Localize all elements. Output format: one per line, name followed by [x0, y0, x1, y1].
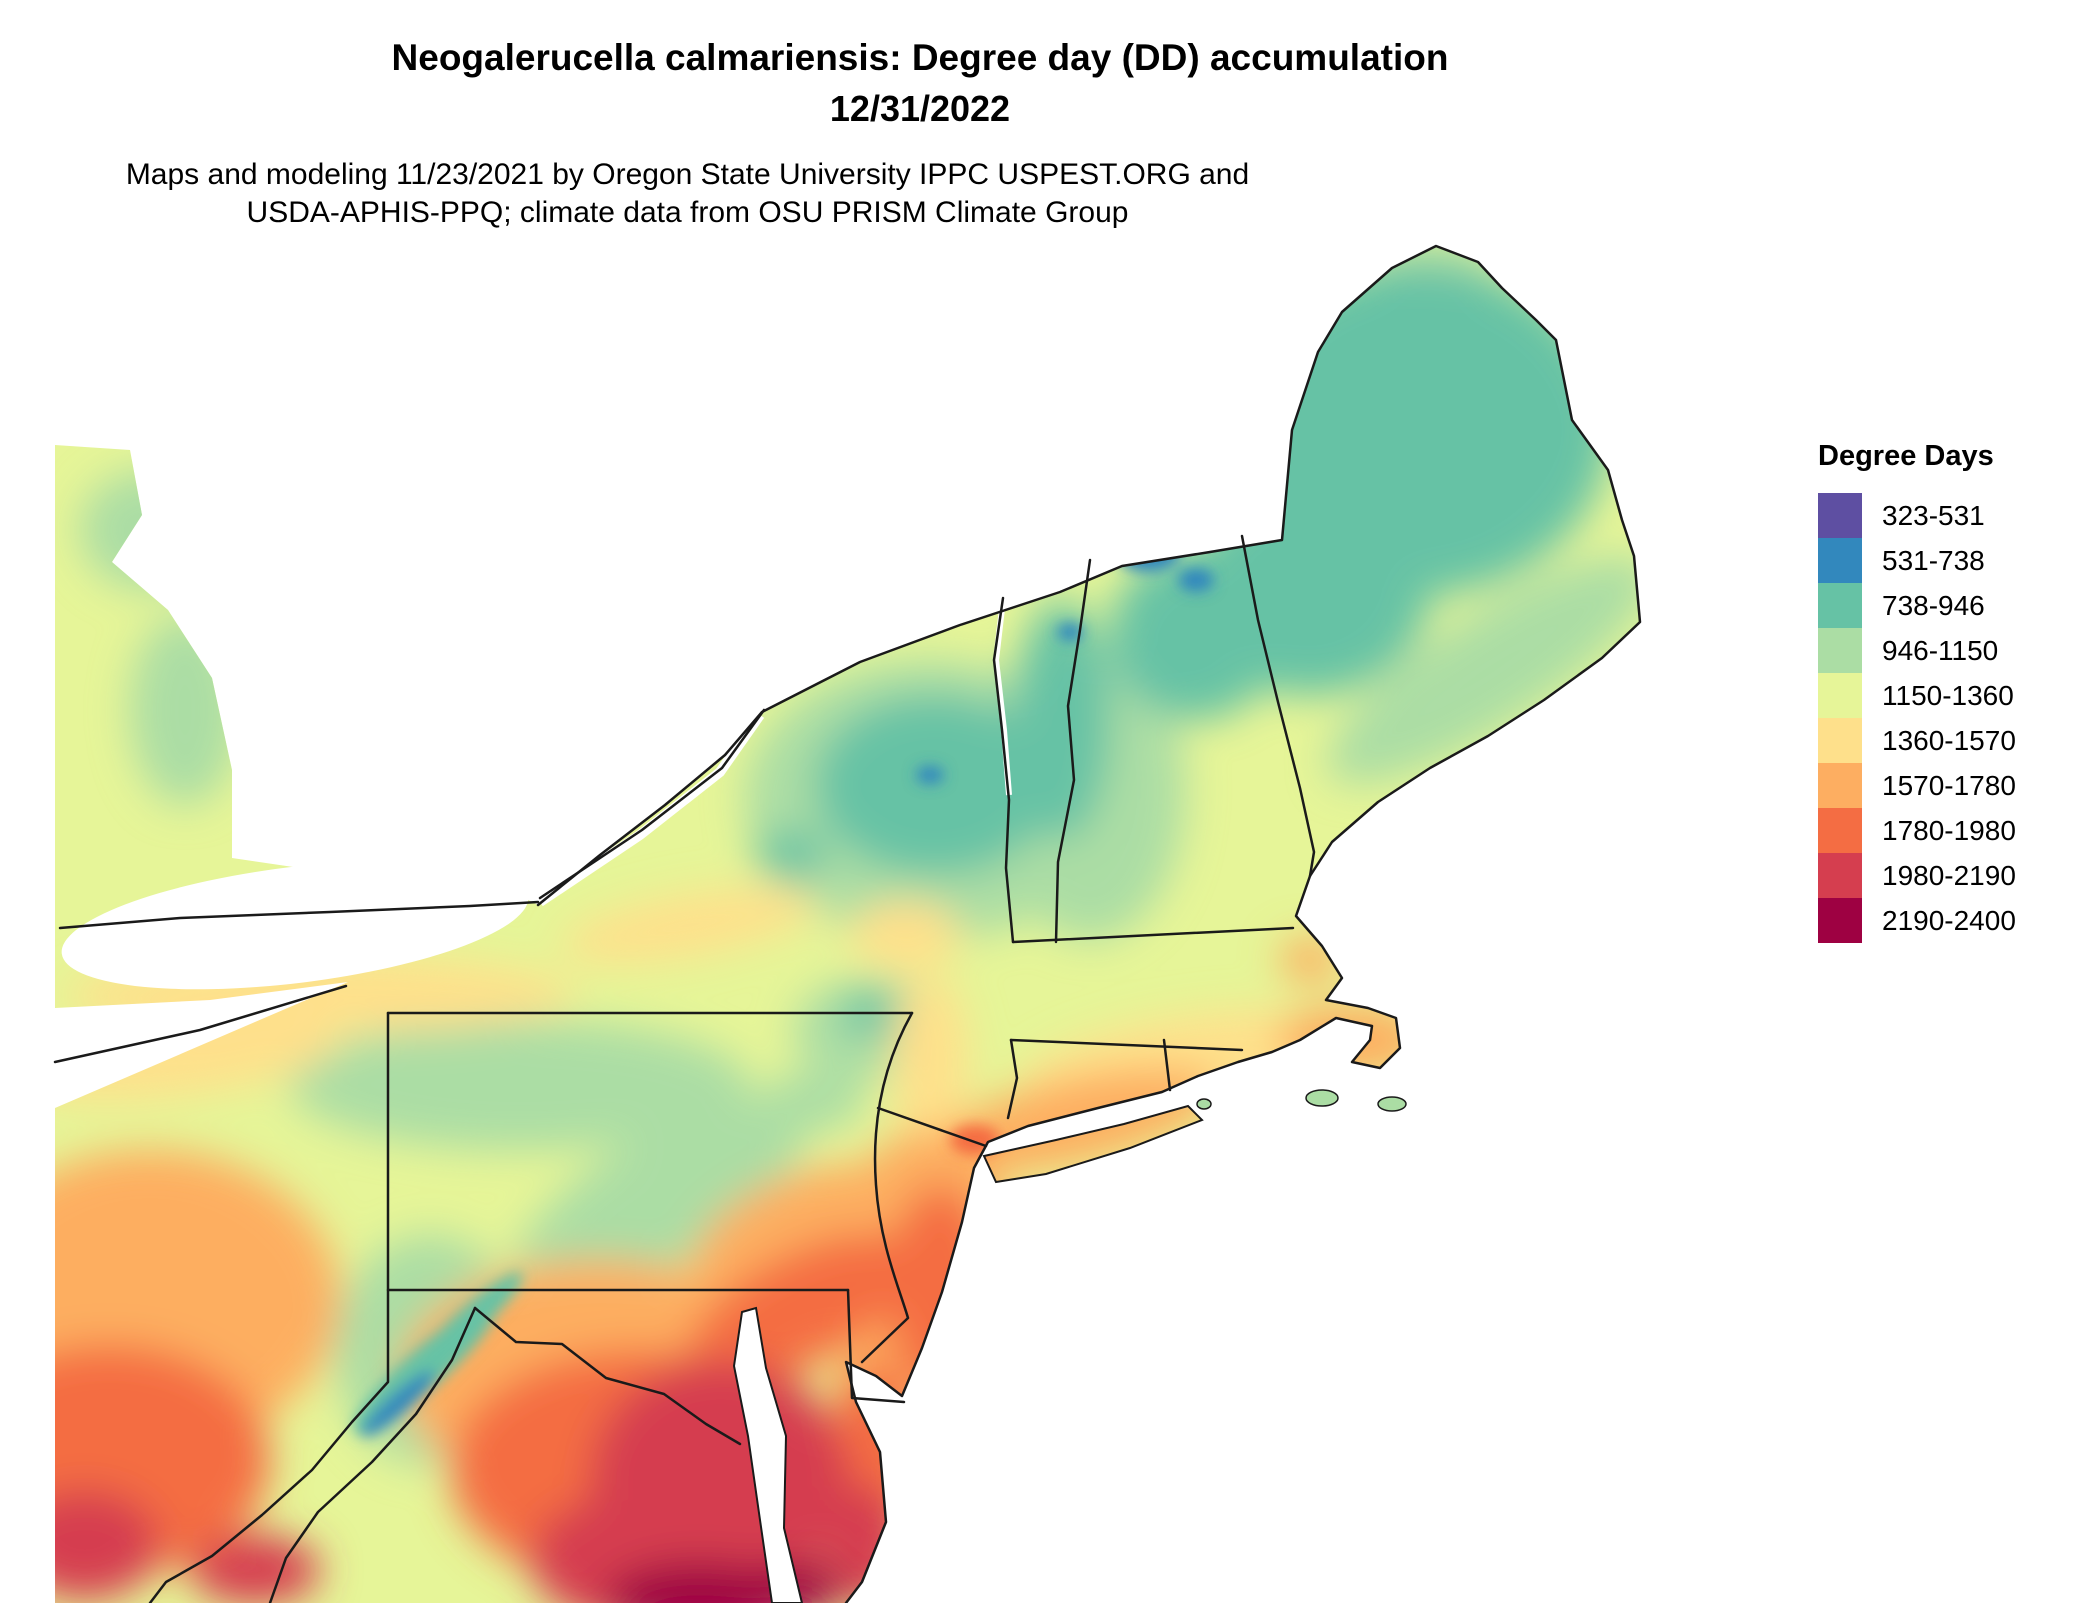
lake-erie	[55, 982, 348, 1108]
border-pa-oh-ohio-river	[148, 1011, 390, 1603]
border-ny-vt	[992, 596, 1015, 944]
legend-swatch	[1818, 853, 1862, 898]
legend-swatch	[1818, 808, 1862, 853]
legend-row: 1150-1360	[1818, 673, 2088, 718]
legend-label: 2190-2400	[1882, 904, 2016, 936]
chesapeake-bay	[732, 1306, 804, 1603]
border-canada-lake-erie	[53, 984, 348, 1064]
legend-row: 531-738	[1818, 538, 2088, 583]
border-wv-va	[268, 1306, 477, 1603]
border-ma-north	[1011, 926, 1295, 944]
legend-swatch	[1818, 763, 1862, 808]
page-subtitle: 12/31/2022	[829, 88, 1011, 130]
legend-swatch	[1818, 493, 1862, 538]
islands	[1196, 1089, 1407, 1112]
border-canada-lake-ontario	[58, 900, 540, 930]
legend-row: 1780-1980	[1818, 808, 2088, 853]
legend-label: 1780-1980	[1882, 814, 2016, 846]
nantucket	[1377, 1096, 1407, 1112]
legend-label: 1980-2190	[1882, 859, 2016, 891]
border-ct-ny	[1006, 1038, 1019, 1120]
title-block: Neogalerucella calmariensis: Degree day …	[0, 36, 1840, 130]
legend-swatch	[1818, 538, 1862, 583]
legend-label: 531-738	[1882, 544, 1985, 576]
legend-row: 1980-2190	[1818, 853, 2088, 898]
page-title: Neogalerucella calmariensis: Degree day …	[391, 37, 1449, 78]
legend-row: 1360-1570	[1818, 718, 2088, 763]
long-island-outline	[982, 1104, 1204, 1184]
legend-swatch	[1818, 673, 1862, 718]
legend-label: 738-946	[1882, 589, 1985, 621]
legend-label: 1360-1570	[1882, 724, 2016, 756]
legend-label: 946-1150	[1882, 634, 1999, 666]
border-delaware-river	[860, 1011, 914, 1364]
caption: Maps and modeling 11/23/2021 by Oregon S…	[0, 156, 1375, 232]
legend-row: 323-531	[1818, 493, 2088, 538]
border-nh-me	[1240, 534, 1316, 878]
legend-label: 1150-1360	[1882, 679, 2014, 711]
legend-label: 323-531	[1882, 499, 1985, 531]
legend: Degree Days 323-531 531-738 738-946 946-115…	[1818, 440, 2088, 943]
border-vt-nh	[1054, 558, 1092, 944]
legend-title: Degree Days	[1818, 440, 1994, 472]
border-ma-south	[1009, 1038, 1244, 1052]
legend-row: 946-1150	[1818, 628, 2088, 673]
border-canada-st-lawrence	[538, 708, 766, 900]
border-potomac	[473, 1306, 742, 1446]
block-island	[1196, 1098, 1212, 1110]
legend-row: 2190-2400	[1818, 898, 2088, 943]
caption-line-2: USDA-APHIS-PPQ; climate data from OSU PR…	[246, 196, 1129, 229]
border-de-md	[846, 1288, 906, 1404]
coastline	[536, 244, 1642, 1603]
caption-line-1: Maps and modeling 11/23/2021 by Oregon S…	[125, 158, 1250, 191]
lake-ontario	[61, 860, 529, 990]
state-borders	[53, 534, 1316, 1603]
legend-swatch	[1818, 583, 1862, 628]
marthas-vineyard	[1305, 1089, 1339, 1107]
legend-swatch	[1818, 628, 1862, 673]
legend-row: 738-946	[1818, 583, 2088, 628]
border-ct-ri	[1162, 1038, 1172, 1092]
legend-swatch	[1818, 718, 1862, 763]
legend-label: 1570-1780	[1882, 769, 2016, 801]
legend-row: 1570-1780	[1818, 763, 2088, 808]
legend-swatch	[1818, 898, 1862, 943]
legend-rows: 323-531 531-738 738-946 946-1150 1150-1360 13…	[1818, 493, 2088, 943]
border-ny-nj	[876, 1106, 988, 1148]
